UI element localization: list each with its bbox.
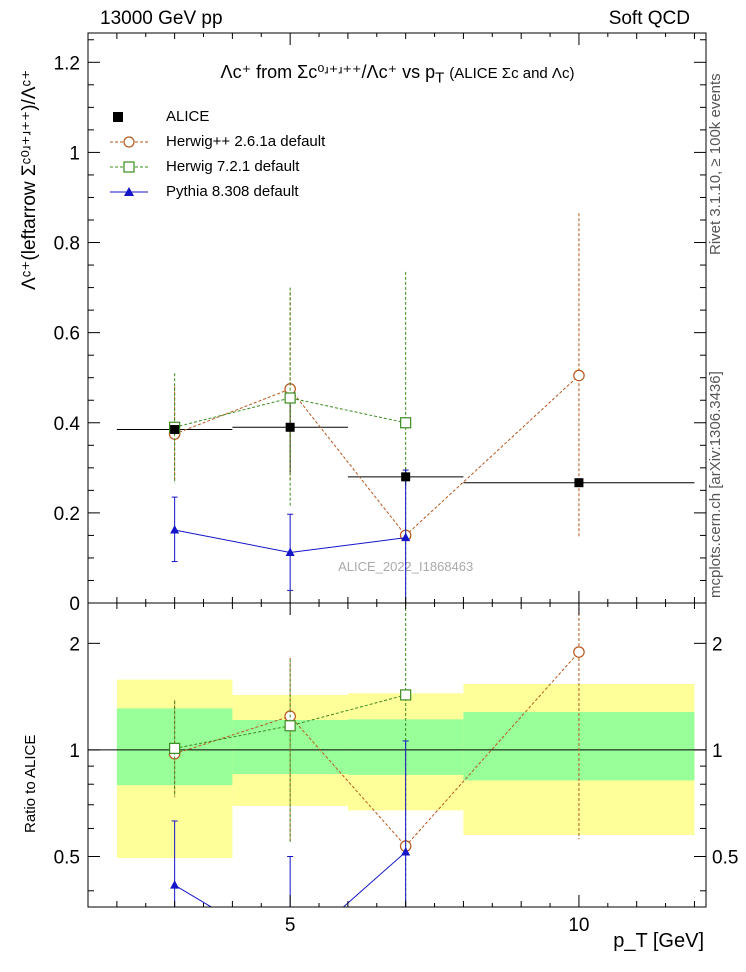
y-tick-label: 0.2 [54,504,80,525]
rivet-version-text: Rivet 3.1.10, ≥ 100k events [707,73,724,255]
legend-label-pythia: Pythia 8.308 default [166,183,299,200]
pythia-marker [401,532,411,542]
ratio-pythia-marker [170,880,180,889]
x-tick-label: 5 [285,915,296,936]
y-tick-label: 1.2 [54,53,80,74]
ratio-pythia-marker [401,846,411,856]
chart-title-sub: T [435,69,445,87]
herwig7-marker [400,417,412,429]
ratio-y-tick-label-left: 1 [69,741,80,762]
chart-title-extra: (ALICE Σc and Λc) [449,65,575,82]
herwigpp-marker [573,369,585,382]
chart-title-main: Λc⁺ from Σc⁰ʴ⁺ʴ⁺⁺/Λc⁺ vs p [220,62,436,82]
ratio-plot-frame [87,602,707,908]
mcplots-text: mcplots.cern.ch [arXiv:1306.3436] [707,371,724,598]
pythia-marker [285,547,295,557]
y-tick-label: 0.6 [54,324,80,345]
legend-label-herwig7: Herwig 7.2.1 default [166,158,300,175]
main-plot-area: ALICE_2022_I1868463 [116,213,695,603]
pythia-marker [170,525,180,534]
ratio-pythia-line [174,851,406,907]
y-tick-label: 0.4 [54,414,81,435]
y-tick-label: 0 [69,594,80,615]
ratio-herwigpp-marker [573,646,585,658]
alice-marker [574,478,584,488]
ratio-y-tick-label-right: 0.5 [712,847,738,868]
legend-label-herwigpp: Herwig++ 2.6.1a default [166,133,326,150]
category-label: Soft QCD [608,8,690,29]
ratio-herwig7-marker [400,689,412,701]
y-tick-label: 1 [69,143,80,164]
legend-label-alice: ALICE [166,108,210,125]
y-axis-label: Λᶜ⁺(leftarrow Σᶜ⁰ʴ⁺ʴ⁺⁺)/Λᶜ⁺ [19,69,40,290]
alice-marker [401,472,411,482]
energy-label: 13000 GeV pp [100,8,223,29]
alice-marker [170,425,180,435]
ratio-y-tick-label-right: 2 [712,634,723,655]
x-axis-label: p_T [GeV] [613,930,704,952]
legend-marker-pythia [110,187,148,196]
ratio-y-tick-label-left: 0.5 [54,847,80,868]
herwig7-marker [284,392,296,404]
y-tick-label: 0.8 [54,234,80,255]
alice-marker [285,422,295,432]
ratio-y-tick-label-left: 2 [69,634,80,655]
ratio-y-tick-label-right: 1 [712,741,723,762]
chart-title: Λc⁺ from Σc⁰ʴ⁺ʴ⁺⁺/Λc⁺ vs pT (ALICE Σc an… [100,62,695,87]
ratio-pythia-marker [286,949,295,958]
ratio-herwigpp-line [174,651,580,847]
ratio-y-axis-label: Ratio to ALICE [22,734,39,833]
ratio-herwig7-marker [169,742,181,754]
legend-marker-herwig7 [110,161,148,173]
ratio-plot-area [88,603,706,958]
herwigpp-line [174,375,580,537]
herwig7-line [174,397,406,428]
x-tick-label: 10 [568,915,589,936]
legend-marker-alice [113,112,123,122]
legend-marker-herwigpp [110,136,148,148]
ratio-herwig7-marker [284,720,296,732]
